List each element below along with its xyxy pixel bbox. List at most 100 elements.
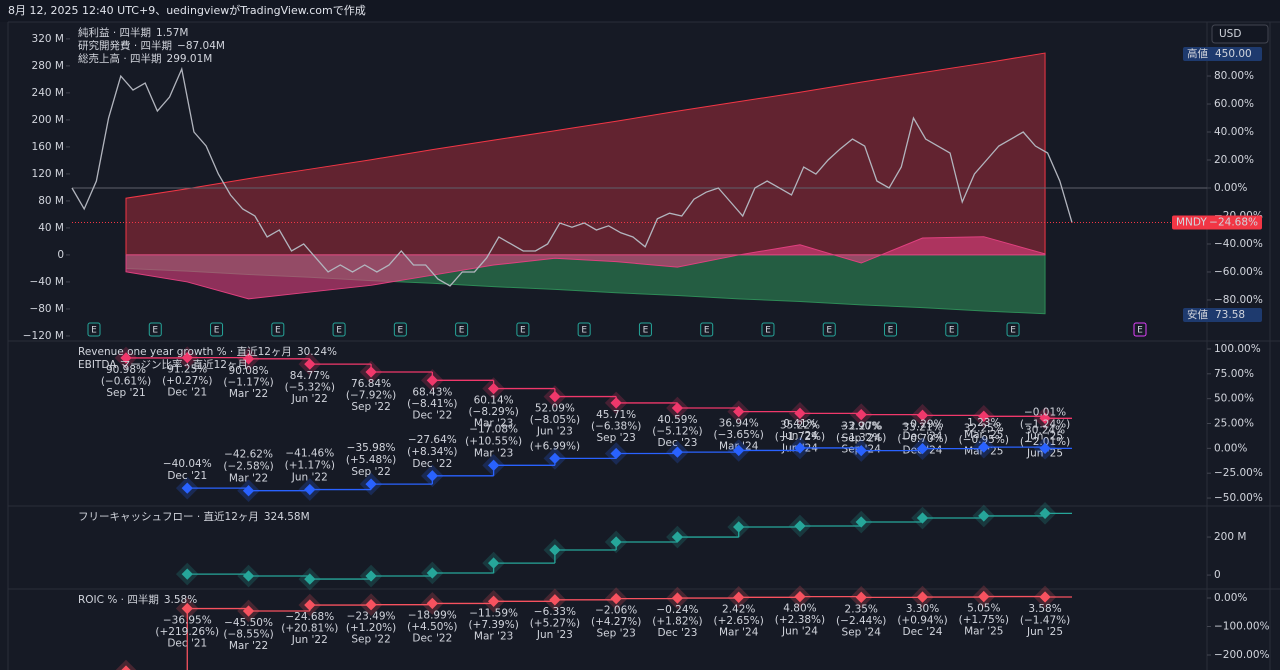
value-label: −42.62% xyxy=(224,449,273,461)
data-point xyxy=(671,446,684,458)
data-point xyxy=(181,482,193,494)
fundamental-area xyxy=(125,236,1046,300)
data-point xyxy=(610,592,622,605)
y-tick-label: 200 M xyxy=(32,114,64,126)
data-point xyxy=(855,444,867,457)
value-label: 2.42% xyxy=(722,603,755,615)
date-label: Jun '22 xyxy=(291,634,328,646)
legend-name: 総売上高 · 四半期 xyxy=(78,52,162,65)
date-label: Jun '25 xyxy=(1026,626,1063,638)
data-point xyxy=(426,597,439,610)
legend-name: フリーキャッシュフロー · 直近12ヶ月 xyxy=(78,510,259,523)
value-label: −2.27% xyxy=(840,421,882,433)
value-label: −0.01% xyxy=(1024,406,1066,418)
value-label: 90.08% xyxy=(229,365,269,377)
date-label: Sep '24 xyxy=(842,433,882,445)
value-label: 30.24% xyxy=(1025,424,1065,436)
y-tick-label: −60.00% xyxy=(1214,266,1263,278)
date-label: Jun '22 xyxy=(291,472,328,484)
legend-name: Revenue one year growth % · 直近12ヶ月 xyxy=(78,345,292,358)
data-point xyxy=(671,531,684,543)
y-tick-label: 0 xyxy=(57,249,64,261)
data-point xyxy=(610,536,622,548)
data-point xyxy=(242,605,255,617)
earnings-label: E xyxy=(1137,326,1143,336)
earnings-marker xyxy=(87,322,101,337)
y-tick-label: −25.00% xyxy=(1214,467,1263,479)
value-label: −24.68% xyxy=(285,611,334,623)
change-label: (−6.38%) xyxy=(591,420,641,432)
y-tick-label: 0.00% xyxy=(1214,442,1247,454)
y-tick-label: 120 M xyxy=(32,168,64,180)
earnings-marker xyxy=(822,322,836,337)
change-label: (+1.17%) xyxy=(285,460,335,472)
value-label: −17.08% xyxy=(469,423,518,435)
earnings-label: E xyxy=(275,326,281,336)
value-label: 76.84% xyxy=(351,378,391,390)
value-label: 1.23% xyxy=(967,417,1000,429)
data-point xyxy=(916,442,929,455)
data-point xyxy=(794,590,806,603)
data-point xyxy=(855,516,867,528)
date-label: Mar '23 xyxy=(474,630,513,642)
change-label: (−5.32%) xyxy=(285,382,335,394)
date-label: Dec '22 xyxy=(412,458,452,470)
data-point xyxy=(916,512,929,524)
change-label: (+4.50%) xyxy=(407,621,457,633)
date-label: Dec '24 xyxy=(903,626,943,638)
value-label: 35.22% xyxy=(780,419,820,431)
change-label: (+5.48%) xyxy=(346,454,396,466)
fundamental-area xyxy=(125,52,1046,256)
date-label: Sep '22 xyxy=(351,466,390,478)
data-point xyxy=(1039,507,1051,520)
legend-value: 324.58M xyxy=(264,511,310,523)
data-point xyxy=(181,568,193,580)
data-point xyxy=(916,409,929,421)
value-label: −0.24% xyxy=(656,604,698,616)
legend-name: ROIC % · 四半期 xyxy=(78,593,159,606)
change-label: (−1.47%) xyxy=(1020,614,1070,626)
y-tick-label: −40.00% xyxy=(1214,238,1263,250)
date-label: Dec '21 xyxy=(167,387,207,399)
point-halo xyxy=(114,659,138,670)
y-tick-label: 320 M xyxy=(32,33,64,45)
legend-value: −87.04M xyxy=(177,40,225,52)
date-label: Sep '23 xyxy=(596,432,635,444)
date-label: Jun '24 xyxy=(781,430,818,442)
y-tick-label: −40 M xyxy=(29,276,64,288)
legend-value: 1.57M xyxy=(156,27,188,39)
data-point xyxy=(1039,412,1051,424)
y-tick-label: −100.00% xyxy=(1214,621,1270,633)
y-tick-label: 100.00% xyxy=(1214,343,1261,355)
value-label: −40.04% xyxy=(163,458,212,470)
change-label: (+1.82%) xyxy=(652,616,702,628)
value-label: 91.25% xyxy=(167,364,207,376)
date-label: Jun '23 xyxy=(536,629,573,641)
y-tick-label: 60.00% xyxy=(1214,98,1254,110)
earnings-marker xyxy=(393,322,407,337)
value-label: 36.94% xyxy=(719,418,759,430)
data-point xyxy=(242,570,255,582)
y-tick-label: 0.00% xyxy=(1214,182,1247,194)
date-label: Mar '25 xyxy=(964,626,1003,638)
value-label: −0.29% xyxy=(901,419,943,431)
y-tick-label: 40 M xyxy=(38,222,64,234)
earnings-marker xyxy=(1133,322,1147,337)
y-tick-label: −200.00% xyxy=(1214,649,1270,661)
date-label: Dec '21 xyxy=(167,470,207,482)
y-tick-label: −80 M xyxy=(29,303,64,315)
low-tag xyxy=(1183,308,1262,322)
value-label: −11.59% xyxy=(469,607,518,619)
earnings-label: E xyxy=(949,326,955,336)
y-tick-label: 50.00% xyxy=(1214,393,1254,405)
change-label: (−7.92%) xyxy=(346,389,396,401)
y-tick-label: 0 xyxy=(1214,569,1221,581)
date-label: Mar '22 xyxy=(229,640,268,652)
earnings-marker xyxy=(516,322,530,337)
earnings-label: E xyxy=(91,326,97,336)
value-label: 2.35% xyxy=(845,603,878,615)
date-label: Dec '21 xyxy=(167,638,207,650)
earnings-label: E xyxy=(336,326,342,336)
value-label: −18.99% xyxy=(408,609,457,621)
